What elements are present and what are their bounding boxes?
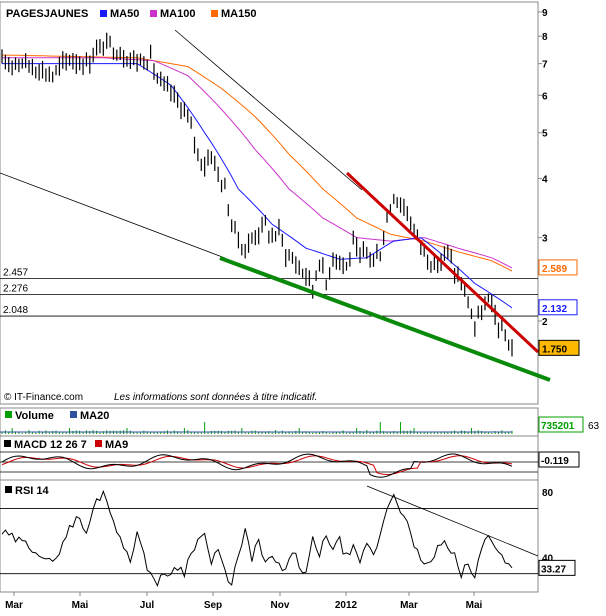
ma150-line (1, 54, 513, 272)
rsi-line (1, 489, 513, 588)
rsi-badge-label: 33.27 (541, 564, 566, 575)
rsi-trendline (366, 485, 539, 557)
legend-ma50-label: MA50 (110, 8, 139, 20)
support-line-label: 2.457 (3, 268, 28, 279)
macd-badge-label: -0.119 (541, 456, 569, 467)
x-tick-label: Sep (204, 600, 222, 611)
chart-title: PAGESJAUNES (6, 8, 88, 20)
volume-badge (538, 416, 584, 433)
legend-ma20-swatch (70, 411, 77, 418)
legend-volume-swatch (5, 411, 12, 418)
ma100-line (2, 57, 513, 269)
price-badge (538, 299, 578, 316)
price-badge (538, 339, 580, 356)
support-trendline-green (219, 256, 551, 382)
x-tick-label: Jul (140, 600, 155, 611)
y-tick-label: 5 (542, 129, 548, 140)
volume-panel: 735201 63 (0, 416, 600, 434)
legend-volume-label: Volume (15, 410, 54, 422)
x-tick-label: Mar (400, 600, 418, 611)
macd-line (1, 453, 513, 478)
legend-ma100-swatch (150, 10, 157, 17)
legend-macd-label: MACD 12 26 7 (14, 439, 87, 451)
price-badge-label: 1.750 (542, 344, 567, 355)
resistance-trendline-red (345, 171, 540, 354)
legend-rsi-label: RSI 14 (15, 485, 50, 497)
legend-rsi-swatch (5, 486, 12, 493)
rsi-panel-frame (0, 479, 539, 593)
x-tick-label: Mar (5, 600, 23, 611)
price-panel: 9 8 7 6 5 4 3 2 2.457 2.276 2.048 2.589 2.132 1.750 (0, 8, 580, 382)
x-tick-label: Nov (271, 600, 290, 611)
x-tick-label: 2012 (335, 600, 358, 611)
legend-ma9-label: MA9 (105, 439, 128, 451)
trendline-long-resistance (174, 29, 363, 191)
y-tick-label: 4 (542, 175, 548, 186)
legend-ma100-label: MA100 (160, 8, 195, 20)
legend-ma150-label: MA150 (221, 8, 256, 20)
y-tick-label: 9 (542, 8, 548, 19)
y-tick-label: 7 (542, 60, 548, 71)
rsi-tick-label: 40 (542, 553, 554, 564)
x-tick-label: Mai (466, 600, 483, 611)
support-line-label: 2.276 (3, 283, 28, 294)
volume-badge-label: 735201 (541, 421, 575, 432)
macd-panel: -0.119 (0, 451, 580, 478)
source-label: © IT-Finance.com (4, 392, 83, 403)
y-tick-label: 6 (542, 91, 548, 102)
legend-ma9-swatch (95, 440, 102, 447)
macd-badge (538, 451, 580, 468)
legend-ma50-swatch (100, 10, 107, 17)
price-badge-label: 2.132 (542, 304, 567, 315)
price-badge-label: 2.589 (542, 264, 567, 275)
y-tick-label: 2 (542, 317, 548, 328)
legend-ma20-label: MA20 (80, 410, 109, 422)
disclaimer-label: Les informations sont données à titre in… (114, 392, 317, 403)
y-tick-label: 8 (542, 32, 548, 43)
x-axis: Mar Mai Jul Sep Nov 2012 Mar Mai (5, 592, 483, 611)
legend-ma150-swatch (211, 10, 218, 17)
volume-badge-extra: 63 (588, 421, 600, 432)
legend-macd-swatch (4, 440, 11, 447)
y-tick-label: 3 (542, 234, 548, 245)
x-tick-label: Mai (72, 600, 89, 611)
trendline-long-support (0, 172, 226, 259)
support-line-label: 2.048 (3, 305, 28, 316)
rsi-tick-label: 80 (542, 488, 554, 499)
rsi-badge (538, 559, 576, 576)
price-badge (538, 259, 578, 276)
price-panel-frame (0, 1, 539, 405)
